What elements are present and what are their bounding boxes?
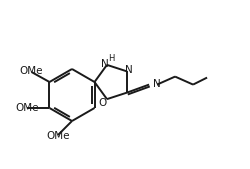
Text: O: O xyxy=(99,98,107,108)
Text: OMe: OMe xyxy=(46,131,70,141)
Text: N: N xyxy=(153,79,161,89)
Text: N: N xyxy=(101,59,109,69)
Text: OMe: OMe xyxy=(16,103,39,113)
Text: H: H xyxy=(108,54,114,63)
Text: OMe: OMe xyxy=(20,66,43,76)
Text: N: N xyxy=(125,65,133,75)
